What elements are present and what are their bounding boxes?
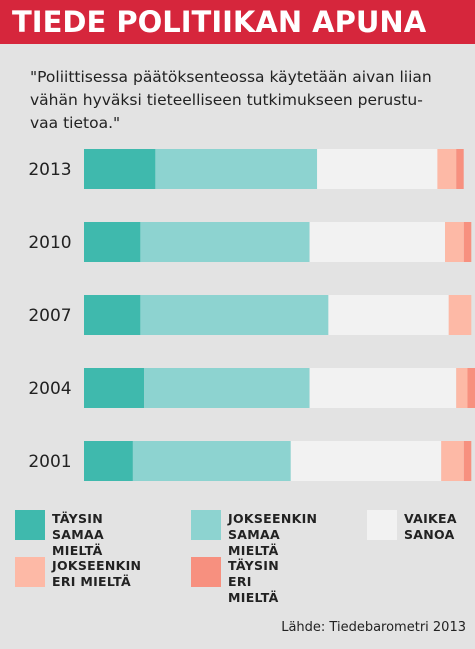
bar-segment-2001-s1 [132,441,291,481]
year-label-2001: 2001 [28,452,71,472]
stacked-bar-chart: 2013 2010 2007 2004 2001 [28,149,475,481]
legend-swatch [191,557,221,587]
bar-segment-2013-s3 [437,149,457,189]
legend-label: TÄYSIN SAMAA MIELTÄ [52,511,104,558]
page-title: TIEDE POLITIIKAN APUNA [12,5,427,39]
bar-segment-2010-s0 [84,222,141,262]
legend-swatch [15,557,45,587]
bar-segment-2007-s0 [84,295,141,335]
legend-label: JOKSEENKIN ERI MIELTÄ [52,558,142,589]
bar-segment-2001-s2 [290,441,442,481]
bar-segment-2010-s2 [309,222,445,262]
bar-segment-2004-s4 [467,368,475,408]
bar-segment-2007-s3 [448,295,472,335]
legend: TÄYSIN SAMAA MIELTÄ JOKSEENKIN SAMAA MIEL… [0,505,475,605]
bar-segment-2007-s1 [140,295,329,335]
title-banner: TIEDE POLITIIKAN APUNA [0,0,475,44]
legend-label: TÄYSIN ERI MIELTÄ [228,558,280,605]
bar-segment-2004-s3 [456,368,468,408]
bar-segment-2010-s3 [445,222,464,262]
bar-segment-2013-s0 [84,149,156,189]
year-label-2007: 2007 [28,306,71,326]
bar-segment-2004-s1 [144,368,310,408]
year-label-2004: 2004 [28,379,71,399]
legend-swatch [15,510,45,540]
bar-segment-2001-s0 [84,441,133,481]
legend-swatch [191,510,221,540]
bar-segment-2010-s4 [463,222,472,262]
bar-segment-2007-s2 [328,295,449,335]
bar-segment-2001-s3 [441,441,464,481]
year-label-2010: 2010 [28,233,71,253]
source-note: Lähde: Tiedebarometri 2013 [281,620,466,635]
legend-label: JOKSEENKIN SAMAA MIELTÄ [228,511,318,558]
bar-segment-2010-s1 [140,222,310,262]
legend-label: VAIKEA SANOA [404,511,457,542]
bar-segment-2004-s0 [84,368,145,408]
chart-quote: "Poliittisessa päätöksenteossa käytetään… [30,68,432,132]
bar-segment-2001-s4 [463,441,472,481]
bar-segment-2013-s2 [317,149,438,189]
bar-segment-2013-s1 [155,149,318,189]
legend-swatch [367,510,397,540]
year-label-2013: 2013 [28,160,71,180]
bar-segment-2004-s2 [309,368,457,408]
bar-segment-2013-s4 [456,149,464,189]
